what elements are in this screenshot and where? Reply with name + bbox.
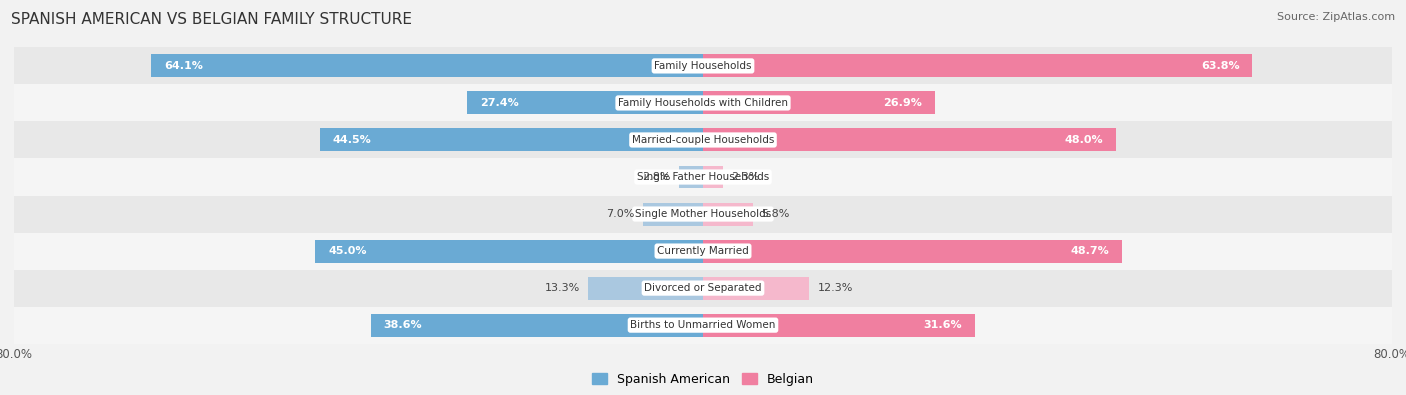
Bar [371,314,703,337]
Bar [703,92,935,115]
Bar [679,166,703,188]
Text: 2.8%: 2.8% [641,172,671,182]
Text: 48.7%: 48.7% [1071,246,1109,256]
Bar [14,158,1392,196]
Text: Source: ZipAtlas.com: Source: ZipAtlas.com [1277,12,1395,22]
Text: 2.3%: 2.3% [731,172,759,182]
Text: Family Households: Family Households [654,61,752,71]
Bar [643,203,703,226]
Legend: Spanish American, Belgian: Spanish American, Belgian [586,368,820,391]
Text: 12.3%: 12.3% [817,283,853,293]
Text: Currently Married: Currently Married [657,246,749,256]
Text: SPANISH AMERICAN VS BELGIAN FAMILY STRUCTURE: SPANISH AMERICAN VS BELGIAN FAMILY STRUC… [11,12,412,27]
Bar [467,92,703,115]
Text: 63.8%: 63.8% [1201,61,1240,71]
Text: 38.6%: 38.6% [384,320,422,330]
Text: 5.8%: 5.8% [762,209,790,219]
Bar [14,307,1392,344]
Text: 64.1%: 64.1% [165,61,202,71]
Bar [703,166,723,188]
Bar [703,276,808,299]
Text: Divorced or Separated: Divorced or Separated [644,283,762,293]
Text: Births to Unmarried Women: Births to Unmarried Women [630,320,776,330]
Bar [14,233,1392,269]
Bar [315,240,703,263]
Bar [150,55,703,77]
Bar [14,85,1392,121]
Text: 45.0%: 45.0% [329,246,367,256]
Text: Single Father Households: Single Father Households [637,172,769,182]
Bar [703,240,1122,263]
Text: 13.3%: 13.3% [544,283,579,293]
Text: Single Mother Households: Single Mother Households [636,209,770,219]
Bar [703,128,1116,151]
Bar [14,47,1392,85]
Text: 27.4%: 27.4% [479,98,519,108]
Text: Married-couple Households: Married-couple Households [631,135,775,145]
Text: 31.6%: 31.6% [924,320,962,330]
Bar [14,196,1392,233]
Bar [703,203,754,226]
Bar [14,121,1392,158]
Text: Family Households with Children: Family Households with Children [619,98,787,108]
Text: 48.0%: 48.0% [1064,135,1104,145]
Text: 44.5%: 44.5% [333,135,371,145]
Bar [589,276,703,299]
Text: 7.0%: 7.0% [606,209,634,219]
Text: 26.9%: 26.9% [883,98,922,108]
Bar [703,314,976,337]
Bar [14,269,1392,307]
Bar [703,55,1253,77]
Bar [319,128,703,151]
